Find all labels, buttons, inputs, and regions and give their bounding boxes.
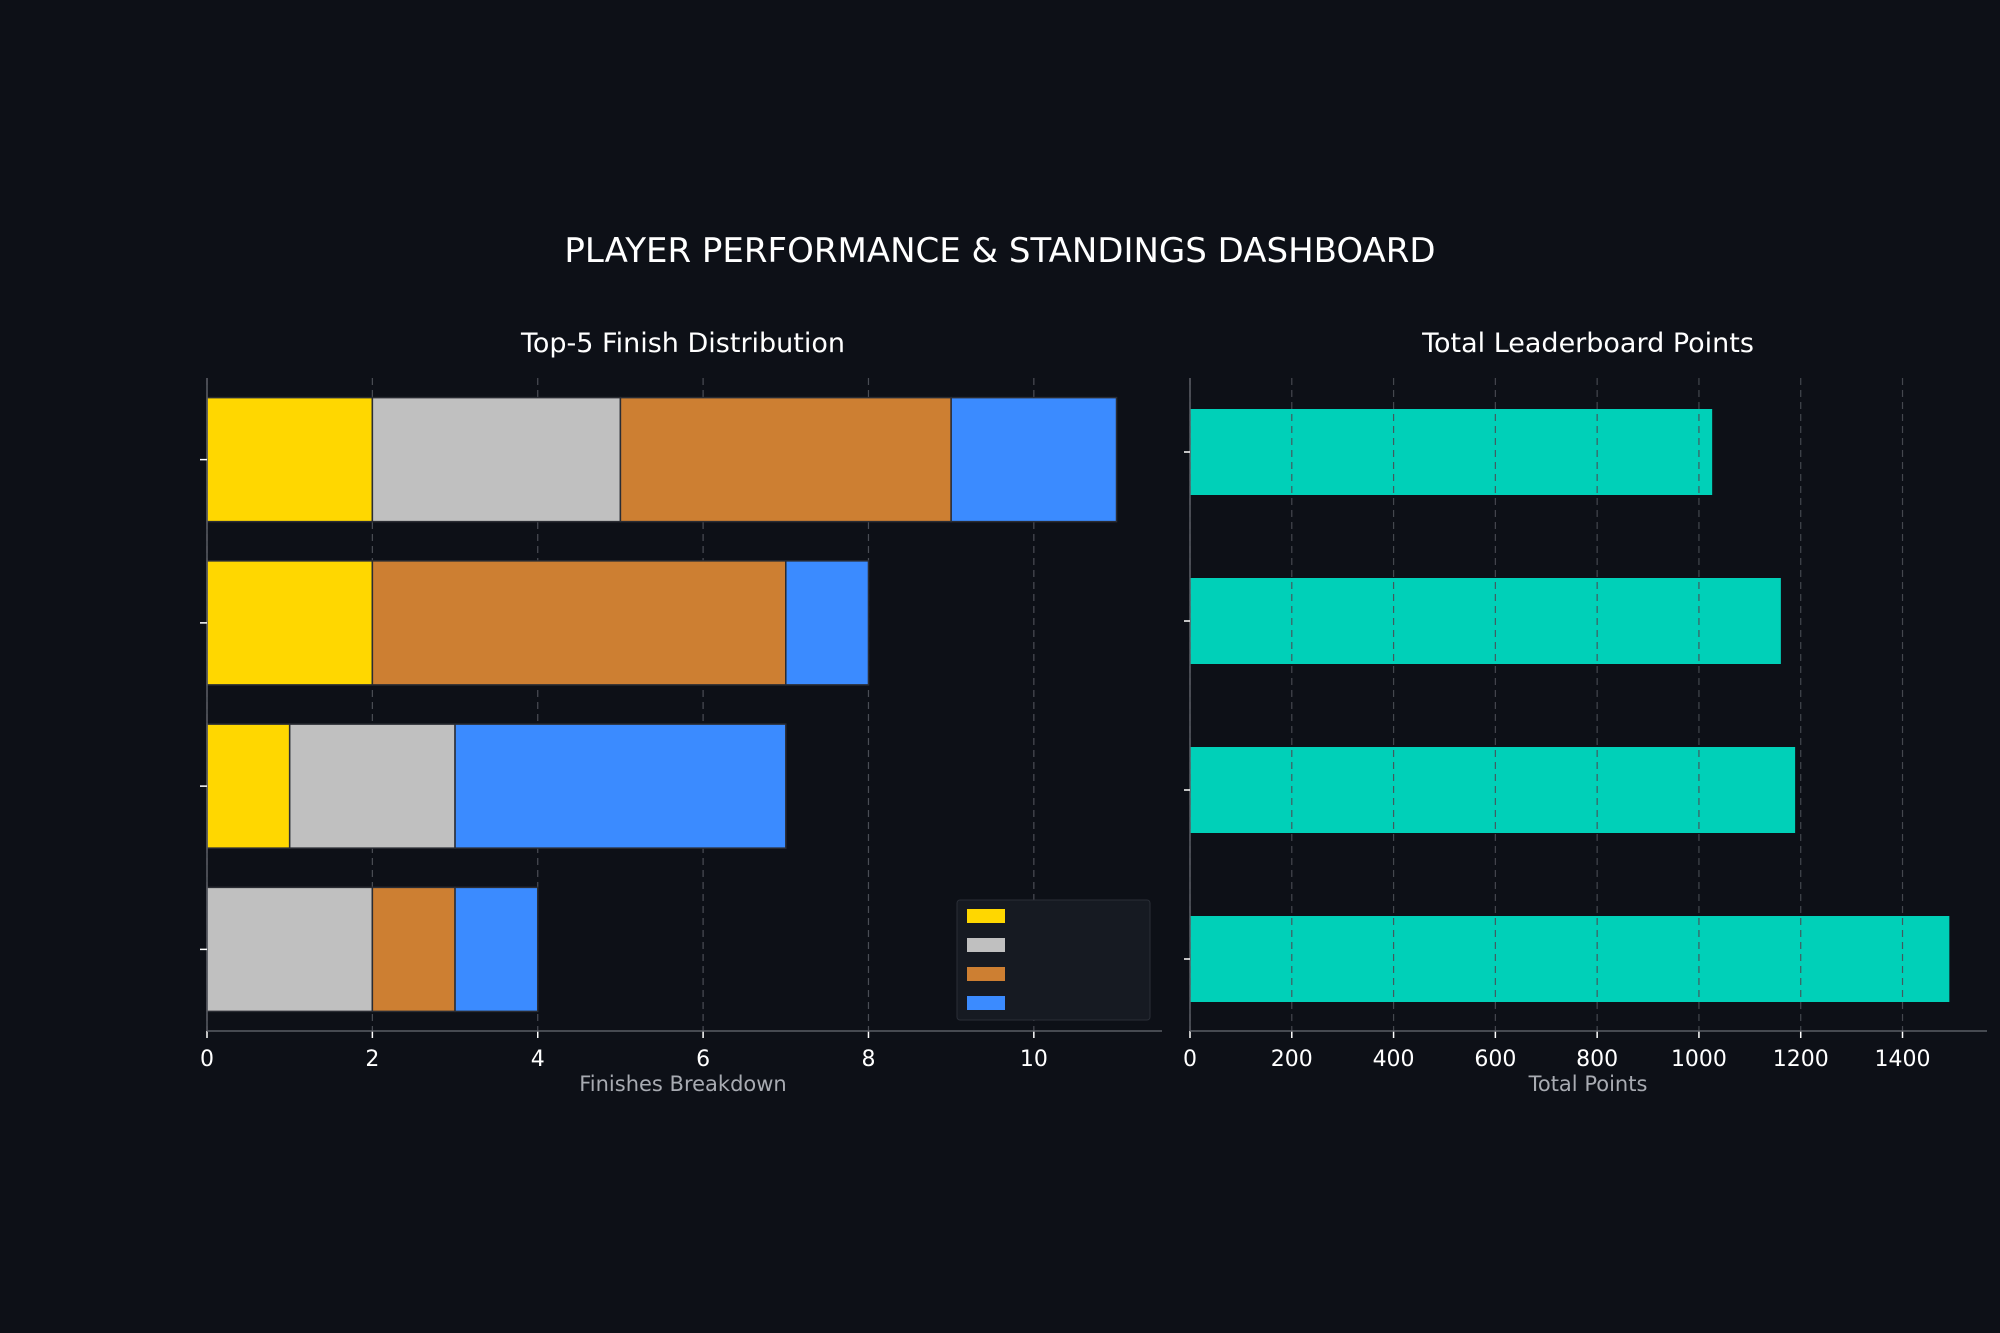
finish-legend [956,899,1151,1021]
leaderboard-points-chart: Total Leaderboard Points 0 200 400 600 800 10… [1183,328,1987,1096]
finish-distribution-title: Top-5 Finish Distribution [520,328,845,359]
finish-bars [206,396,1118,1013]
finish-legend-swatch-4th-5th-place [967,996,1005,1010]
finish-bar-4th-5th-place [454,886,539,1013]
points-x-tick-label: 1400 [1875,1047,1931,1072]
points-x-axis-label: Total Points [1528,1072,1648,1096]
points-bar-elliott-heath [1190,747,1796,833]
finish-distribution-chart: Top-5 Finish Distribution 0 2 4 6 8 10 Finish… [200,328,1162,1096]
leaderboard-points-title: Total Leaderboard Points [1421,328,1754,359]
finish-bar-wins-1st [206,560,374,686]
finish-bar-3rd-place [371,560,787,686]
finish-legend-swatch-3rd-place [967,967,1005,981]
finish-bar-4th-5th-place [785,560,870,686]
finish-bar-4th-5th-place [454,723,787,849]
finish-bar-2nd-place [288,723,456,849]
finish-bar-2nd-place [206,886,374,1013]
finish-bar-wins-1st [206,723,291,849]
finish-x-tick-label: 10 [1020,1047,1048,1072]
finish-x-tick-label: 8 [861,1047,875,1072]
dashboard-title: PLAYER PERFORMANCE & STANDINGS DASHBOARD [564,231,1435,271]
points-x-tick-label: 200 [1271,1047,1313,1072]
finish-x-tick-label: 6 [696,1047,710,1072]
points-bar-matt-cradock [1190,916,1950,1002]
points-x-tick-label: 400 [1373,1047,1415,1072]
finish-bar-wins-1st [206,396,374,523]
finish-x-tick-label: 0 [200,1047,214,1072]
finish-legend-swatch-2nd-place [967,938,1005,952]
finish-bar-3rd-place [619,396,952,523]
finish-axes: 0 2 4 6 8 10 [200,378,1162,1072]
points-axes: 0 200 400 600 800 1000 1200 1400 [1183,378,1987,1072]
finish-bar-4th-5th-place [950,396,1118,523]
points-bar-baz-plummer [1190,409,1713,495]
finish-x-tick-label: 2 [365,1047,379,1072]
points-x-tick-label: 800 [1576,1047,1618,1072]
finish-bar-2nd-place [371,396,622,523]
finish-legend-box [956,899,1151,1021]
points-x-tick-label: 0 [1183,1047,1197,1072]
finish-x-axis-label: Finishes Breakdown [579,1072,787,1096]
finish-x-tick-label: 4 [531,1047,545,1072]
points-x-tick-label: 1000 [1671,1047,1727,1072]
points-bar-jonny-leighfield [1190,578,1781,664]
finish-legend-swatch-wins-1st [967,909,1005,923]
points-x-tick-label: 1200 [1773,1047,1829,1072]
points-bars [1190,409,1950,1002]
points-x-tick-label: 600 [1474,1047,1516,1072]
finish-bar-3rd-place [371,886,456,1013]
